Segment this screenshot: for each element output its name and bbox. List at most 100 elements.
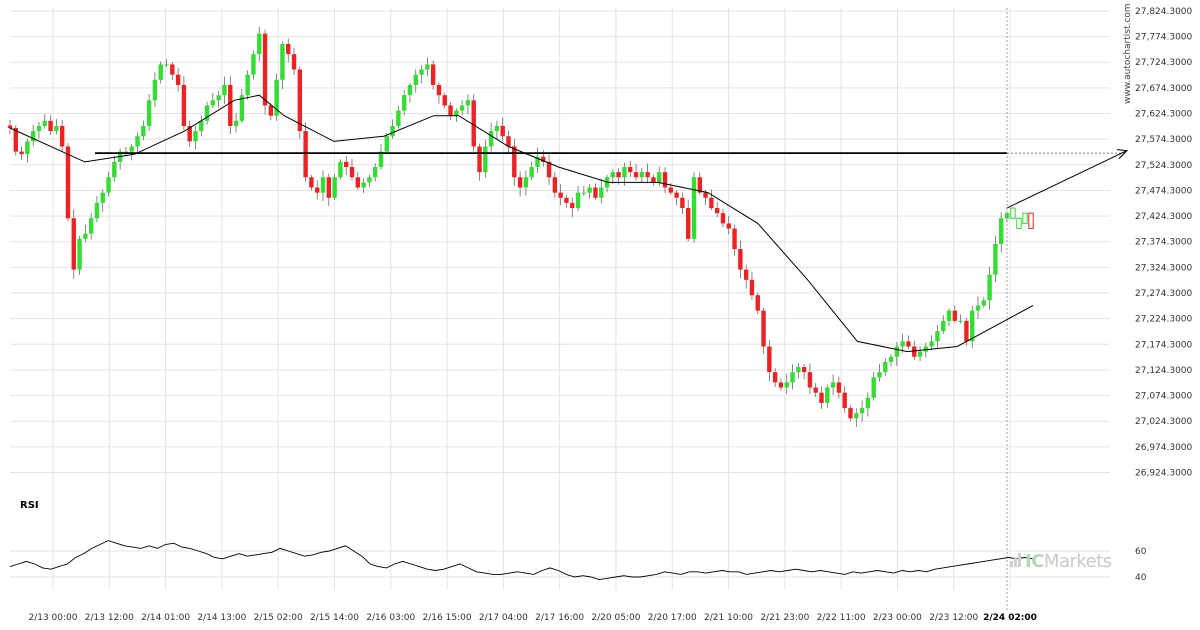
candle-body [564,197,569,203]
candle-body [483,146,488,173]
candle-body [813,387,818,393]
candle [987,266,992,310]
candle [361,178,366,194]
candle-body [500,125,505,137]
candle-body [593,187,598,198]
candle [42,114,47,129]
candle-body [338,161,343,178]
candle-body [883,361,888,373]
candle-body [88,218,94,234]
candle-body [657,172,662,183]
candle [19,146,24,160]
time-tick-label: 2/15 02:00 [254,613,303,623]
price-tick-label: 27,774.3000 [1135,33,1193,43]
candle [129,143,134,161]
candle [691,172,697,243]
candle [442,92,447,108]
price-tick-label: 27,674.3000 [1135,84,1193,94]
candle [106,172,111,197]
candle [355,171,360,190]
candle [401,89,407,116]
candle-body [94,202,100,219]
candle-body [193,131,198,142]
candle-body [286,43,291,55]
candle-body [900,341,905,347]
candle [326,173,332,206]
candle [975,296,981,319]
candle [732,224,737,256]
candle-body [222,84,227,96]
candle [517,171,523,197]
candle [628,160,633,178]
candle [378,143,384,171]
candle [512,138,517,186]
price-tick-label: 27,024.3000 [1135,417,1193,427]
candle [970,305,975,349]
candle [152,72,158,108]
candle [396,105,401,129]
candle [552,171,558,198]
time-tick-label: 2/20 17:00 [648,613,697,623]
candle [772,368,778,388]
candle-body [610,172,616,178]
candle-body [958,320,963,322]
candle-body [825,387,830,403]
candle-body [425,64,430,70]
candle-body [726,223,731,229]
candle [587,184,592,199]
candle [407,82,413,103]
candle-body [622,167,627,178]
candle [88,213,94,240]
candle-body [506,136,511,147]
candle-body [1028,212,1034,230]
candle [222,76,227,105]
candle-body [228,84,233,126]
candle [604,174,610,193]
candle [743,264,749,289]
candle-body [523,177,529,188]
candle-body [714,208,720,214]
candle [813,383,818,398]
candle [141,120,146,140]
candle-body [13,128,18,152]
time-tick-label: 2/17 16:00 [535,613,584,623]
candle-body [581,192,587,194]
brand-logo: ICMarkets [1010,551,1112,572]
candle-body [842,392,847,409]
candle-body [7,125,13,129]
candle-body [401,95,407,111]
candle-body [662,172,668,188]
candle [755,292,760,315]
candle-body [796,367,801,373]
price-tick-label: 27,574.3000 [1135,135,1193,145]
candle [506,130,511,154]
candle [790,364,795,390]
candle [216,91,221,108]
candle [796,362,801,379]
candle [685,199,691,242]
candle [894,341,900,366]
time-tick-label: 2/15 14:00 [310,613,359,623]
candle-body [697,177,702,193]
candle [761,307,766,354]
candle-body [320,177,326,193]
candle-body [639,172,645,178]
candle [952,305,958,323]
candle [871,372,876,401]
candle [187,120,192,147]
candle [367,174,372,187]
candle [332,173,337,201]
candle-body [709,197,714,209]
candle-body [390,125,395,137]
candle [454,108,459,123]
candle-body [952,310,958,321]
time-tick-label: 2/20 05:00 [591,613,640,623]
candle [720,208,726,228]
candle-body [558,192,563,198]
time-tick-label: 2/17 04:00 [479,613,528,623]
candle [257,26,262,62]
candle-body [917,351,923,357]
rsi-tick-label: 60 [1135,547,1147,557]
candle [465,94,471,115]
